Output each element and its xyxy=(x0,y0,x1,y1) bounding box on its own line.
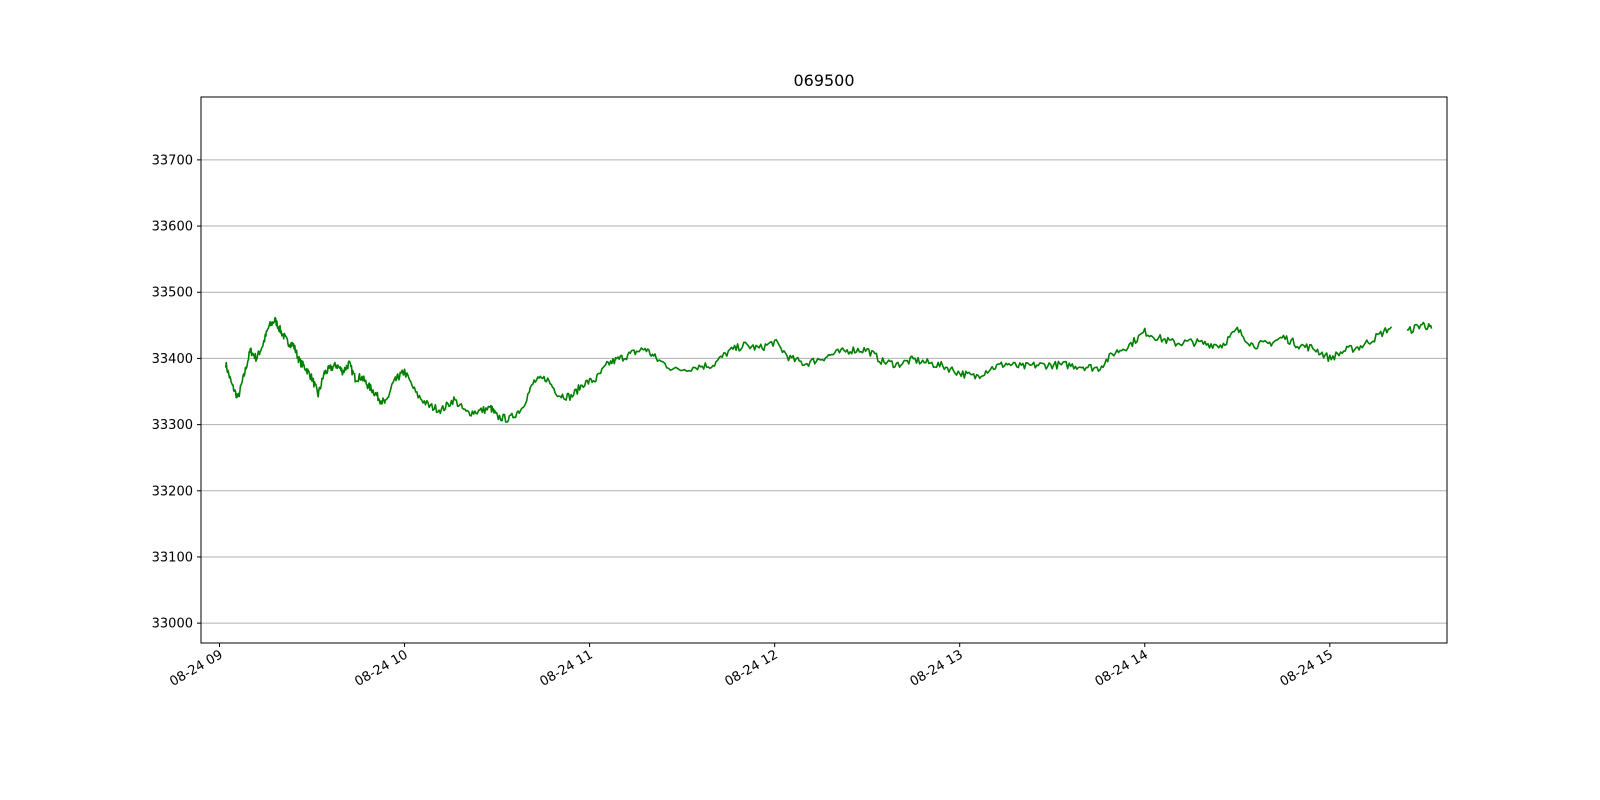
series-layer xyxy=(224,316,1433,423)
price-line-segment-2 xyxy=(1406,321,1433,335)
x-tick-label: 08-24 10 xyxy=(352,647,410,689)
x-tick-label: 08-24 13 xyxy=(908,647,966,689)
price-line-segment-1 xyxy=(224,316,1393,423)
x-tick-label: 08-24 15 xyxy=(1278,647,1336,689)
x-axis: 08-24 09 08-24 10 08-24 11 08-24 12 08-24 13… xyxy=(167,643,1336,690)
y-tick-label: 33200 xyxy=(152,484,193,499)
y-tick-label: 33500 xyxy=(152,286,193,301)
y-axis: 33000 33100 33200 33300 33400 33500 33600 33700 xyxy=(152,153,201,632)
y-tick-label: 33600 xyxy=(152,220,193,235)
y-tick-label: 33100 xyxy=(152,550,193,565)
y-tick-label: 33300 xyxy=(152,418,193,433)
plot-area-frame xyxy=(200,96,1448,644)
y-tick-label: 33000 xyxy=(152,617,193,632)
x-tick-label: 08-24 09 xyxy=(167,647,225,689)
chart-title: 069500 xyxy=(793,71,854,90)
y-tick-label: 33400 xyxy=(152,352,193,367)
grid-lines xyxy=(201,159,1447,624)
x-tick-label: 08-24 12 xyxy=(723,647,781,689)
y-tick-label: 33700 xyxy=(152,153,193,168)
x-tick-label: 08-24 11 xyxy=(537,647,595,689)
x-tick-label: 08-24 14 xyxy=(1093,647,1151,689)
